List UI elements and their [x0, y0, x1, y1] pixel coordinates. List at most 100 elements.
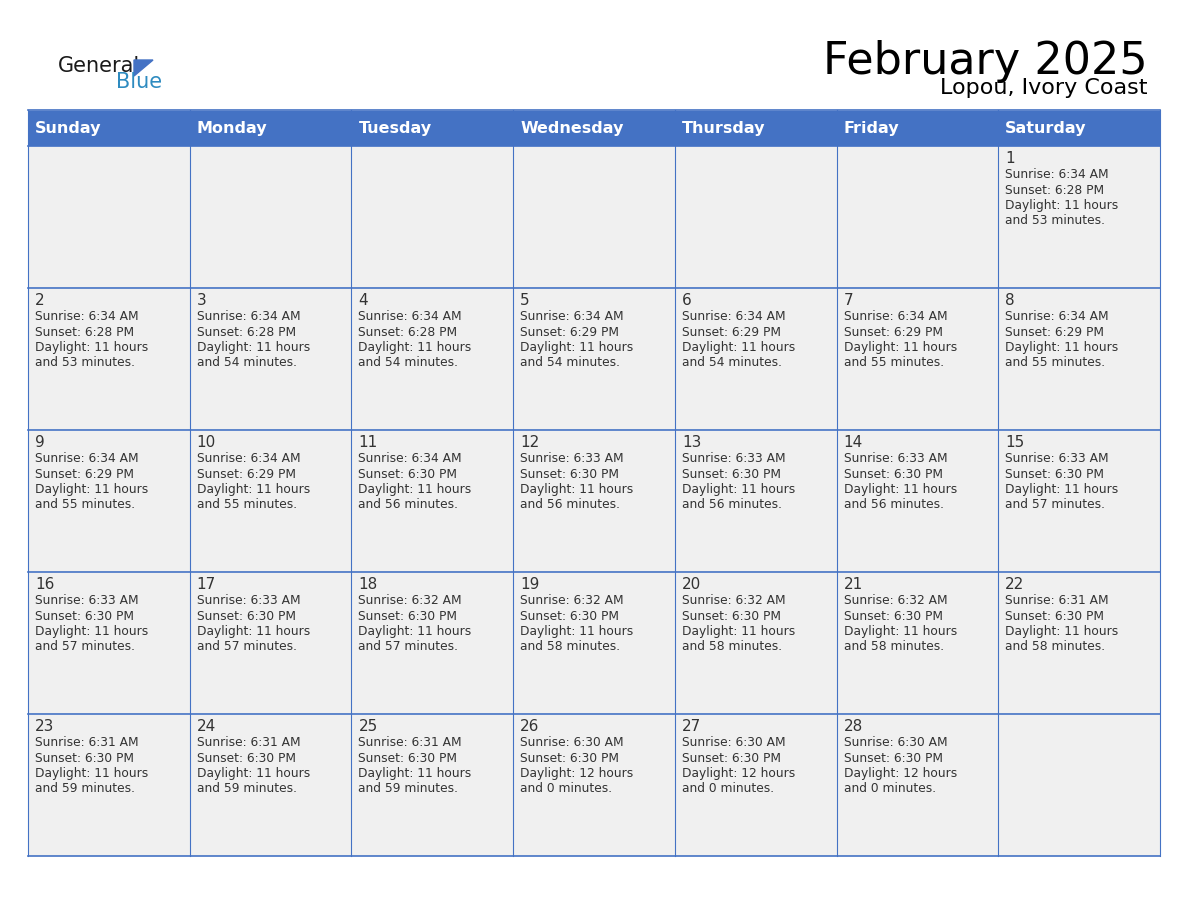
Text: Sunrise: 6:32 AM: Sunrise: 6:32 AM — [843, 594, 947, 607]
Text: Sunrise: 6:34 AM: Sunrise: 6:34 AM — [34, 310, 139, 323]
Text: Daylight: 11 hours: Daylight: 11 hours — [34, 341, 148, 354]
Text: 18: 18 — [359, 577, 378, 592]
Bar — [29, 110, 190, 146]
Text: Sunset: 6:30 PM: Sunset: 6:30 PM — [1005, 610, 1105, 622]
Bar — [190, 714, 352, 856]
Text: and 57 minutes.: and 57 minutes. — [34, 641, 135, 654]
Text: Sunrise: 6:31 AM: Sunrise: 6:31 AM — [197, 736, 301, 749]
Text: Daylight: 11 hours: Daylight: 11 hours — [1005, 199, 1119, 212]
Text: Daylight: 11 hours: Daylight: 11 hours — [843, 483, 956, 496]
Text: Sunrise: 6:33 AM: Sunrise: 6:33 AM — [1005, 452, 1108, 465]
Text: Tuesday: Tuesday — [359, 120, 431, 136]
Text: Sunrise: 6:34 AM: Sunrise: 6:34 AM — [197, 452, 301, 465]
Text: Sunrise: 6:30 AM: Sunrise: 6:30 AM — [682, 736, 785, 749]
Text: Sunset: 6:30 PM: Sunset: 6:30 PM — [197, 752, 296, 765]
Text: Sunrise: 6:31 AM: Sunrise: 6:31 AM — [359, 736, 462, 749]
Text: 5: 5 — [520, 293, 530, 308]
Text: and 56 minutes.: and 56 minutes. — [359, 498, 459, 511]
Text: Thursday: Thursday — [682, 120, 765, 136]
Text: and 56 minutes.: and 56 minutes. — [843, 498, 943, 511]
Bar — [836, 430, 998, 572]
Text: 27: 27 — [682, 719, 701, 734]
Text: Sunset: 6:29 PM: Sunset: 6:29 PM — [197, 467, 296, 480]
Bar — [836, 288, 998, 430]
Bar — [675, 146, 836, 288]
Text: and 0 minutes.: and 0 minutes. — [682, 782, 775, 796]
Text: Daylight: 11 hours: Daylight: 11 hours — [34, 767, 148, 780]
Text: 2: 2 — [34, 293, 45, 308]
Bar — [352, 714, 513, 856]
Text: Daylight: 11 hours: Daylight: 11 hours — [34, 625, 148, 638]
Text: Daylight: 11 hours: Daylight: 11 hours — [359, 483, 472, 496]
Text: 23: 23 — [34, 719, 55, 734]
Text: Sunrise: 6:31 AM: Sunrise: 6:31 AM — [1005, 594, 1108, 607]
Bar — [675, 110, 836, 146]
Text: Sunrise: 6:34 AM: Sunrise: 6:34 AM — [34, 452, 139, 465]
Text: and 54 minutes.: and 54 minutes. — [359, 356, 459, 370]
Text: Sunset: 6:29 PM: Sunset: 6:29 PM — [843, 326, 942, 339]
Text: 8: 8 — [1005, 293, 1015, 308]
Text: Sunset: 6:28 PM: Sunset: 6:28 PM — [1005, 184, 1105, 196]
Text: and 55 minutes.: and 55 minutes. — [197, 498, 297, 511]
Text: 14: 14 — [843, 435, 862, 450]
Bar — [352, 430, 513, 572]
Text: Daylight: 11 hours: Daylight: 11 hours — [520, 625, 633, 638]
Text: Sunrise: 6:34 AM: Sunrise: 6:34 AM — [520, 310, 624, 323]
Text: Sunset: 6:30 PM: Sunset: 6:30 PM — [843, 467, 942, 480]
Text: 11: 11 — [359, 435, 378, 450]
Bar — [675, 572, 836, 714]
Bar — [998, 430, 1159, 572]
Text: Wednesday: Wednesday — [520, 120, 624, 136]
Text: and 54 minutes.: and 54 minutes. — [520, 356, 620, 370]
Text: and 53 minutes.: and 53 minutes. — [34, 356, 135, 370]
Text: Sunrise: 6:33 AM: Sunrise: 6:33 AM — [520, 452, 624, 465]
Bar — [675, 430, 836, 572]
Text: Sunset: 6:30 PM: Sunset: 6:30 PM — [34, 752, 134, 765]
Text: 26: 26 — [520, 719, 539, 734]
Text: Sunrise: 6:34 AM: Sunrise: 6:34 AM — [843, 310, 947, 323]
Text: Sunrise: 6:32 AM: Sunrise: 6:32 AM — [520, 594, 624, 607]
Text: and 58 minutes.: and 58 minutes. — [682, 641, 782, 654]
Text: Daylight: 11 hours: Daylight: 11 hours — [520, 341, 633, 354]
Text: Friday: Friday — [843, 120, 899, 136]
Text: Daylight: 11 hours: Daylight: 11 hours — [843, 341, 956, 354]
Bar — [29, 288, 190, 430]
Text: Sunrise: 6:30 AM: Sunrise: 6:30 AM — [843, 736, 947, 749]
Bar — [675, 714, 836, 856]
Text: and 56 minutes.: and 56 minutes. — [520, 498, 620, 511]
Text: Sunrise: 6:34 AM: Sunrise: 6:34 AM — [359, 310, 462, 323]
Text: Daylight: 11 hours: Daylight: 11 hours — [1005, 625, 1119, 638]
Text: Sunset: 6:30 PM: Sunset: 6:30 PM — [1005, 467, 1105, 480]
Bar — [190, 430, 352, 572]
Text: Daylight: 12 hours: Daylight: 12 hours — [682, 767, 795, 780]
Text: 7: 7 — [843, 293, 853, 308]
Text: Sunrise: 6:33 AM: Sunrise: 6:33 AM — [682, 452, 785, 465]
Text: Sunrise: 6:30 AM: Sunrise: 6:30 AM — [520, 736, 624, 749]
Text: 15: 15 — [1005, 435, 1024, 450]
Text: Sunrise: 6:34 AM: Sunrise: 6:34 AM — [359, 452, 462, 465]
Text: 24: 24 — [197, 719, 216, 734]
Text: and 56 minutes.: and 56 minutes. — [682, 498, 782, 511]
Text: 9: 9 — [34, 435, 45, 450]
Text: Daylight: 11 hours: Daylight: 11 hours — [1005, 483, 1119, 496]
Text: 16: 16 — [34, 577, 55, 592]
Text: Sunset: 6:30 PM: Sunset: 6:30 PM — [682, 467, 781, 480]
Text: 25: 25 — [359, 719, 378, 734]
Text: and 0 minutes.: and 0 minutes. — [843, 782, 936, 796]
Text: Sunrise: 6:34 AM: Sunrise: 6:34 AM — [682, 310, 785, 323]
Text: Sunset: 6:28 PM: Sunset: 6:28 PM — [359, 326, 457, 339]
Text: Daylight: 12 hours: Daylight: 12 hours — [843, 767, 956, 780]
Text: Daylight: 11 hours: Daylight: 11 hours — [197, 483, 310, 496]
Text: Daylight: 11 hours: Daylight: 11 hours — [34, 483, 148, 496]
Text: Sunrise: 6:34 AM: Sunrise: 6:34 AM — [1005, 168, 1108, 181]
Text: Daylight: 11 hours: Daylight: 11 hours — [682, 341, 795, 354]
Bar — [513, 430, 675, 572]
Text: 21: 21 — [843, 577, 862, 592]
Text: Daylight: 11 hours: Daylight: 11 hours — [520, 483, 633, 496]
Bar — [998, 714, 1159, 856]
Bar — [190, 146, 352, 288]
Text: Daylight: 11 hours: Daylight: 11 hours — [359, 625, 472, 638]
Text: Daylight: 11 hours: Daylight: 11 hours — [1005, 341, 1119, 354]
Text: Daylight: 11 hours: Daylight: 11 hours — [682, 483, 795, 496]
Text: and 55 minutes.: and 55 minutes. — [34, 498, 135, 511]
